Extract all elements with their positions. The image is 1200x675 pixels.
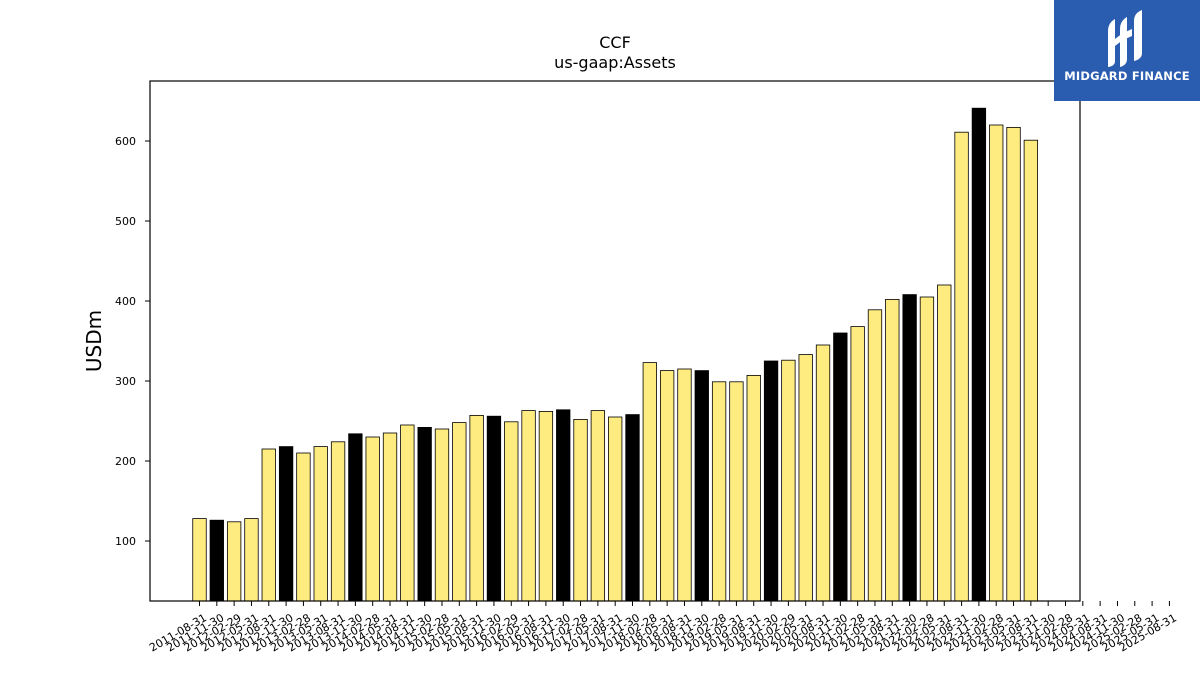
bar-2020-08-31 [815,344,831,602]
bar-2014-08-31 [400,424,415,602]
bar-2017-02-28 [573,418,588,602]
bar-2011-11-30 [209,519,224,602]
bar-2015-02-28 [434,428,450,602]
bar-2023-08-31 [1023,139,1039,602]
y-tick-label: 400 [115,295,136,308]
bar-2017-05-31 [590,410,606,602]
bar-2023-02-28 [989,124,1004,602]
bar-2012-11-30 [278,446,294,602]
midgard-finance-logo-mark-icon [1108,10,1142,67]
bar-2018-11-30 [694,370,709,602]
bar-2020-11-30 [833,332,848,602]
y-axis-ticks: 100 200 300 400 500 600 [115,135,150,548]
chart-title: CCF [599,33,631,52]
bar-2013-02-28 [296,452,311,602]
bar-2014-11-30 [417,426,432,602]
bar-2014-05-31 [382,432,398,602]
bar-2012-05-31 [244,518,259,602]
bar-2022-02-28 [919,296,935,602]
bar-2019-08-31 [746,374,761,602]
y-axis-label: USDm [82,310,106,372]
bar-2015-08-31 [469,414,484,602]
bar-2016-02-29 [504,421,519,602]
bar-2019-02-28 [711,381,727,602]
bar-2017-11-30 [625,414,640,602]
bar-2016-08-31 [538,410,554,602]
bar-2020-02-29 [781,359,796,602]
y-tick-label: 500 [115,215,136,228]
bar-2022-08-31 [954,131,969,602]
bar-2013-05-31 [313,446,328,602]
bar-2018-08-31 [677,368,692,602]
bar-2016-11-30 [556,409,571,602]
x-axis-ticks: 2011-08-312011-11-302012-02-292012-05-31… [147,601,1179,654]
bar-2018-02-28 [642,362,657,602]
bar-2012-02-29 [226,521,242,602]
bar-2020-05-31 [798,354,813,602]
bar-2022-05-31 [937,284,952,602]
y-tick-label: 300 [115,375,136,388]
bar-2017-08-31 [608,416,623,602]
bar-2014-02-28 [365,436,380,602]
bar-2015-11-30 [486,415,502,602]
bar-2023-05-31 [1006,127,1021,602]
bars-group [192,107,1039,602]
bar-2021-02-28 [850,326,865,602]
bar-2015-05-31 [452,422,467,602]
bar-2012-08-31 [261,448,276,602]
plot-frame [149,80,1081,602]
bar-2013-11-30 [348,433,363,602]
y-tick-label: 100 [115,535,136,548]
logo-brand-text: MIDGARD FINANCE [1064,69,1190,83]
bar-2019-05-31 [729,381,744,602]
bar-2022-11-30 [971,107,987,602]
y-tick-label: 200 [115,455,136,468]
bar-2021-08-31 [885,298,900,602]
bar-2019-11-30 [763,360,779,602]
y-tick-label: 600 [115,135,136,148]
bar-2013-08-31 [330,441,346,602]
bar-2016-05-31 [521,410,536,602]
midgard-finance-logo: MIDGARD FINANCE [1054,0,1200,101]
bar-2021-11-30 [902,294,917,602]
bar-2018-05-31 [659,370,675,602]
chart-subtitle: us-gaap:Assets [554,53,676,72]
bar-2011-08-31 [192,518,207,602]
bar-2021-05-31 [867,309,883,602]
